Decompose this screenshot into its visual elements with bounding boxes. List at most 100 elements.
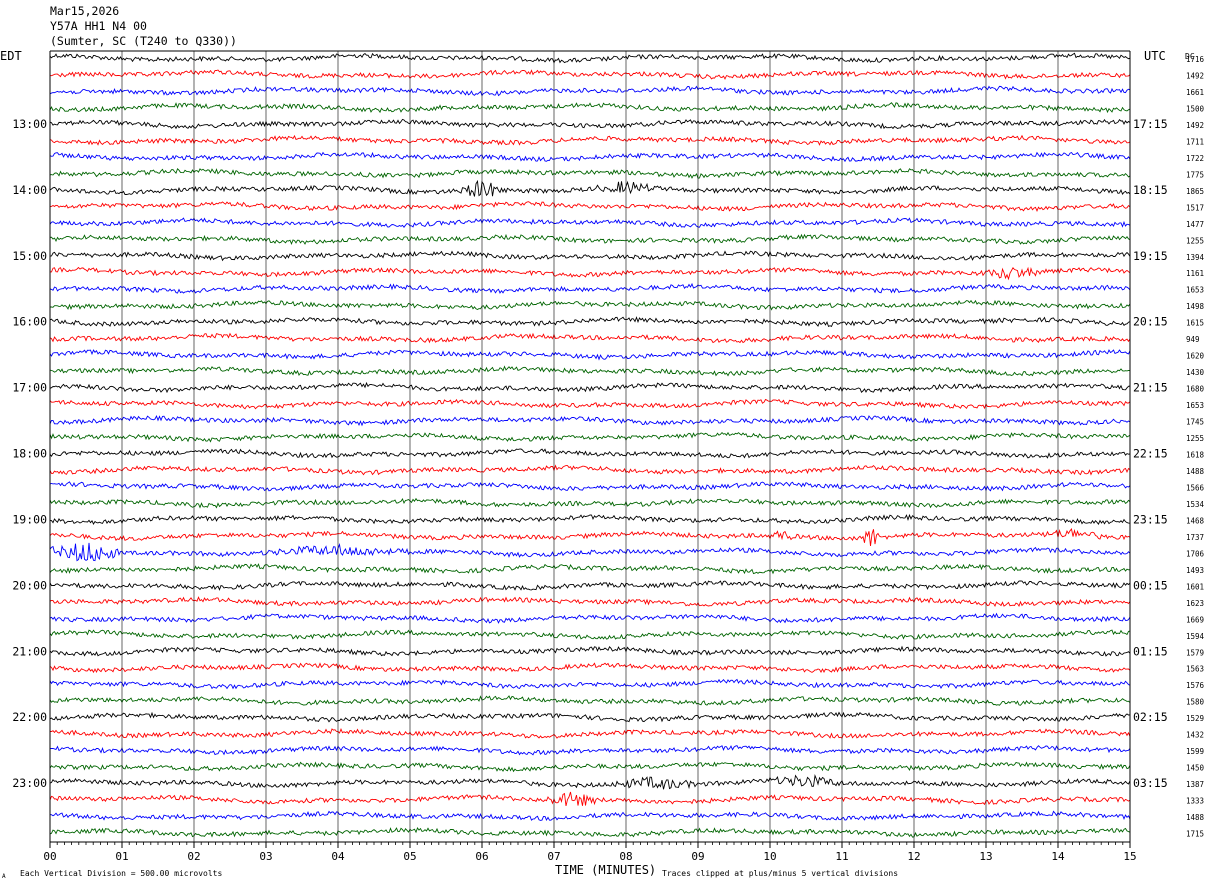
trace-line bbox=[49, 151, 1131, 163]
dc-value: 1161 bbox=[1186, 269, 1204, 278]
dc-value: 1669 bbox=[1186, 615, 1204, 624]
left-time-label: 20:00 bbox=[12, 578, 47, 592]
dc-value: 1488 bbox=[1186, 813, 1205, 822]
trace-line bbox=[49, 349, 1131, 361]
dc-value: 1492 bbox=[1186, 121, 1204, 130]
dc-value: 1498 bbox=[1186, 302, 1205, 311]
trace-line bbox=[49, 316, 1131, 328]
scale-note: Each Vertical Division = 500.00 microvol… bbox=[20, 869, 222, 878]
dc-value: 1661 bbox=[1186, 88, 1204, 97]
dc-value: 1493 bbox=[1186, 566, 1204, 575]
labels-group: 00 01 02 03 04 05 06 07 08 09 10 11 12 13 14 15 13:00 14:… bbox=[12, 55, 1204, 863]
dc-value: 1529 bbox=[1186, 714, 1204, 723]
grid-group bbox=[49, 50, 1131, 848]
trace-line bbox=[49, 580, 1131, 591]
dc-value: 1255 bbox=[1186, 434, 1204, 443]
dc-value: 1706 bbox=[1186, 549, 1205, 558]
dc-value: 1580 bbox=[1186, 698, 1205, 707]
dc-value: 1500 bbox=[1186, 104, 1205, 113]
dc-value: 1333 bbox=[1186, 797, 1204, 806]
header-station: Y57A HH1 N4 00 bbox=[50, 19, 147, 33]
x-tick-label: 07 bbox=[547, 850, 560, 863]
trace-line bbox=[49, 678, 1131, 690]
x-tick-label: 10 bbox=[763, 850, 776, 863]
trace-line bbox=[49, 398, 1131, 410]
trace-line bbox=[50, 266, 1131, 281]
trace-line bbox=[49, 134, 1131, 146]
dc-value: 1865 bbox=[1186, 187, 1204, 196]
right-time-label: 01:15 bbox=[1133, 644, 1168, 658]
trace-line bbox=[49, 629, 1131, 640]
trace-line bbox=[49, 168, 1131, 179]
trace-line bbox=[49, 761, 1131, 773]
dc-value: 1576 bbox=[1186, 681, 1205, 690]
dc-value: 1737 bbox=[1186, 533, 1204, 542]
trace-line bbox=[49, 481, 1131, 492]
trace-line bbox=[49, 381, 1131, 394]
trace-line bbox=[49, 365, 1131, 377]
left-time-label: 19:00 bbox=[12, 512, 47, 526]
x-tick-label: 04 bbox=[331, 850, 345, 863]
right-time-label: 22:15 bbox=[1133, 447, 1168, 461]
trace-line bbox=[49, 233, 1131, 245]
trace-line bbox=[49, 282, 1131, 294]
trace-line bbox=[49, 250, 1131, 262]
corner-mark: A bbox=[2, 873, 6, 880]
left-time-label: 13:00 bbox=[12, 117, 47, 131]
trace-line bbox=[49, 52, 1131, 64]
left-time-label: 14:00 bbox=[12, 183, 47, 197]
trace-line bbox=[49, 612, 1131, 624]
trace-line bbox=[49, 332, 1131, 344]
dc-value: 1599 bbox=[1186, 747, 1204, 756]
dc-value: 1716 bbox=[1186, 55, 1205, 64]
left-time-label: 21:00 bbox=[12, 644, 47, 658]
x-tick-label: 15 bbox=[1123, 850, 1136, 863]
trace-line bbox=[49, 745, 1131, 756]
right-time-label: 17:15 bbox=[1133, 117, 1168, 131]
x-tick-label: 02 bbox=[187, 850, 200, 863]
x-tick-label: 13 bbox=[979, 850, 992, 863]
left-time-label: 22:00 bbox=[12, 710, 47, 724]
dc-value: 1255 bbox=[1186, 236, 1204, 245]
dc-value: 1492 bbox=[1186, 71, 1204, 80]
dc-value: 1623 bbox=[1186, 599, 1204, 608]
trace-line bbox=[49, 645, 1131, 657]
right-time-label: 03:15 bbox=[1133, 776, 1168, 790]
x-tick-label: 00 bbox=[43, 850, 56, 863]
dc-value: 1615 bbox=[1186, 319, 1204, 328]
right-time-label: 23:15 bbox=[1133, 512, 1168, 526]
dc-label: DC bbox=[1185, 52, 1195, 61]
left-time-label: 23:00 bbox=[12, 776, 47, 790]
trace-line bbox=[49, 201, 1131, 212]
dc-value: 1618 bbox=[1186, 451, 1205, 460]
dc-value: 1745 bbox=[1186, 418, 1204, 427]
trace-line bbox=[50, 810, 1131, 822]
trace-line bbox=[50, 299, 1131, 311]
dc-value: 1387 bbox=[1186, 780, 1204, 789]
dc-value: 1488 bbox=[1186, 467, 1205, 476]
header: Mar15,2026 Y57A HH1 N4 00 (Sumter, SC (T… bbox=[50, 4, 237, 49]
trace-line bbox=[49, 179, 1131, 197]
dc-value: 1620 bbox=[1186, 352, 1205, 361]
utc-label: UTC bbox=[1144, 49, 1166, 63]
left-time-label: 16:00 bbox=[12, 315, 47, 329]
dc-value: 1722 bbox=[1186, 154, 1204, 163]
dc-value: 1680 bbox=[1186, 385, 1205, 394]
x-tick-label: 09 bbox=[691, 850, 704, 863]
trace-line bbox=[49, 448, 1131, 459]
trace-line bbox=[49, 513, 1131, 525]
trace-line bbox=[49, 695, 1131, 706]
dc-value: 1468 bbox=[1186, 516, 1205, 525]
right-time-label: 00:15 bbox=[1133, 578, 1168, 592]
dc-value: 1432 bbox=[1186, 731, 1204, 740]
right-time-label: 21:15 bbox=[1133, 381, 1168, 395]
dc-value: 1450 bbox=[1186, 764, 1205, 773]
trace-line bbox=[49, 102, 1131, 114]
dc-value: 1653 bbox=[1186, 286, 1204, 295]
traces-group bbox=[49, 52, 1131, 838]
x-tick-label: 12 bbox=[907, 850, 920, 863]
clip-note: Traces clipped at plus/minus 5 vertical … bbox=[662, 869, 898, 878]
left-time-label: 15:00 bbox=[12, 249, 47, 263]
trace-line bbox=[49, 542, 1131, 562]
